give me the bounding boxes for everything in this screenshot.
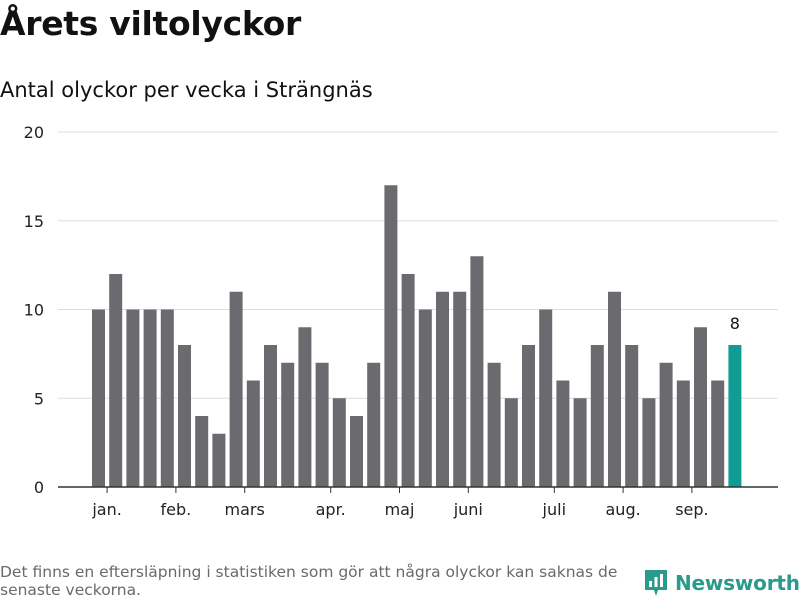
bar[interactable] [109, 274, 123, 487]
x-tick-label: mars [225, 500, 265, 519]
bar[interactable] [281, 362, 295, 487]
x-tick-label: aug. [606, 500, 641, 519]
x-tick-label: juni [453, 500, 483, 519]
chart-title: Årets viltolyckor [0, 4, 301, 43]
chart-subtitle: Antal olyckor per vecka i Strängnäs [0, 78, 373, 102]
y-tick-label: 20 [24, 123, 44, 142]
bar[interactable] [487, 362, 501, 487]
bar[interactable] [367, 362, 381, 487]
bar[interactable] [453, 291, 467, 487]
bar[interactable] [126, 309, 140, 488]
brand-logo-link[interactable]: Newsworthy [645, 570, 800, 596]
bar[interactable] [315, 362, 329, 487]
x-tick-label: apr. [316, 500, 346, 519]
y-axis-ticks: 0 5 10 15 20 [24, 123, 44, 497]
bar[interactable] [590, 345, 604, 487]
bar[interactable] [522, 345, 535, 487]
bar-chart: 0 5 10 15 20 8 jan. feb. mars apr. maj juni juli au… [24, 123, 778, 519]
bar[interactable] [608, 291, 621, 487]
y-tick-label: 0 [34, 478, 44, 497]
x-tick-label: maj [385, 500, 415, 519]
x-tick-label: jan. [91, 500, 121, 519]
bar[interactable] [298, 327, 312, 487]
bar[interactable] [694, 327, 707, 487]
bar[interactable] [556, 380, 570, 488]
x-tick-label: juli [542, 500, 566, 519]
bar[interactable] [350, 416, 363, 487]
bar-current-week[interactable] [728, 345, 742, 487]
data-labels: 8 [730, 314, 740, 333]
x-tick-label: feb. [161, 500, 192, 519]
footnote: Det finns en eftersläpning i statistiken… [0, 563, 618, 599]
y-tick-label: 5 [34, 389, 44, 408]
x-tick-label: sep. [675, 500, 708, 519]
brand-name: Newsworthy [675, 571, 800, 595]
bar[interactable] [178, 345, 191, 487]
bar[interactable] [659, 362, 673, 487]
bar[interactable] [212, 433, 226, 487]
bar[interactable] [504, 398, 518, 487]
bar[interactable] [539, 309, 553, 488]
bar[interactable] [418, 309, 432, 488]
bar[interactable] [143, 309, 157, 488]
bar[interactable] [92, 309, 105, 488]
bar[interactable] [264, 345, 277, 487]
bar[interactable] [711, 380, 725, 488]
current-week-value-label: 8 [730, 314, 740, 333]
bar[interactable] [573, 398, 587, 487]
y-tick-label: 15 [24, 212, 44, 231]
bar[interactable] [160, 309, 174, 488]
bar[interactable] [229, 291, 243, 487]
bar[interactable] [642, 398, 656, 487]
bar[interactable] [676, 380, 690, 488]
newsworthy-logo-icon [645, 570, 667, 596]
bar[interactable] [384, 185, 398, 487]
bar[interactable] [625, 345, 639, 487]
bar[interactable] [436, 291, 449, 487]
x-axis-ticks: jan. feb. mars apr. maj juni juli aug. sep. [91, 487, 709, 519]
y-tick-label: 10 [24, 301, 44, 320]
bars [92, 185, 742, 488]
bar[interactable] [401, 274, 415, 487]
bar[interactable] [332, 398, 346, 487]
bar[interactable] [470, 256, 484, 487]
bar[interactable] [195, 416, 209, 487]
bar[interactable] [246, 380, 260, 488]
